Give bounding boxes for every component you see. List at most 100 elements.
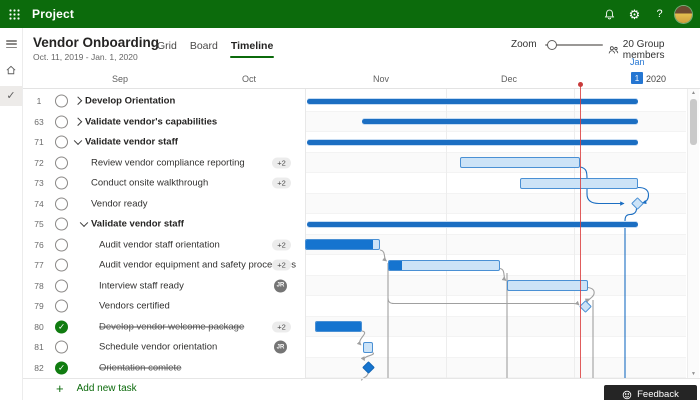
user-avatar[interactable] (675, 5, 692, 23)
task-row[interactable]: 77 Audit vendor equipment and safety proc… (22, 255, 305, 276)
gantt-task-bar[interactable] (315, 321, 362, 333)
help-icon[interactable]: ? (656, 8, 663, 20)
task-id: 74 (34, 198, 44, 209)
task-row[interactable]: 79 Vendors certified (22, 296, 305, 317)
tab-timeline[interactable]: Timeline (229, 40, 275, 58)
task-row[interactable]: 78 Interview staff ready JR (22, 276, 305, 297)
gantt-task-bar[interactable] (305, 239, 380, 251)
task-id: 72 (34, 157, 44, 168)
chevron-right-icon[interactable] (73, 117, 83, 126)
task-complete-toggle[interactable] (55, 197, 68, 211)
timeline-jan1-day-box: 1 (631, 72, 643, 84)
gantt-task-bar[interactable] (460, 157, 580, 169)
month-gridline (574, 89, 575, 378)
assignee-avatar[interactable]: JR (274, 279, 287, 293)
assignee-count-badge[interactable]: +2 (272, 157, 291, 169)
chevron-down-icon[interactable] (73, 136, 83, 146)
task-complete-toggle[interactable] (55, 238, 68, 252)
task-complete-toggle[interactable] (55, 115, 68, 129)
chevron-down-icon[interactable] (79, 218, 89, 228)
zoom-slider[interactable] (544, 39, 603, 50)
gantt-bar-progress (389, 260, 403, 270)
scroll-up-icon[interactable]: ▲ (691, 90, 696, 96)
task-row[interactable]: 75 Validate vendor staff (22, 214, 305, 235)
task-row[interactable]: 1 Develop Orientation (22, 91, 305, 112)
gantt-summary-bar[interactable] (362, 119, 638, 125)
settings-icon[interactable]: ⚙ (628, 6, 641, 22)
task-complete-toggle[interactable] (55, 156, 68, 170)
task-complete-icon[interactable]: ✓ (55, 320, 68, 334)
task-complete-toggle[interactable] (55, 94, 68, 108)
chart-row-stripe (306, 132, 686, 153)
group-members-button[interactable]: 20 Group members (608, 39, 700, 61)
zoom-slider-track (544, 44, 603, 46)
gantt-bar-progress (316, 322, 361, 332)
nav-tasks-icon[interactable]: ✓ (0, 86, 22, 106)
task-row[interactable]: 82 ✓ Orientation comlete (22, 358, 305, 379)
task-row[interactable]: 63 Validate vendor's capabilities (22, 112, 305, 133)
notifications-icon[interactable] (597, 0, 622, 28)
assignee-avatar[interactable]: JR (274, 340, 287, 354)
task-row[interactable]: 71 Validate vendor staff (22, 132, 305, 153)
assignee-count-badge[interactable]: +2 (272, 321, 291, 333)
nav-home-icon[interactable] (0, 60, 22, 80)
task-complete-toggle[interactable] (55, 217, 68, 231)
chart-row-stripe (306, 193, 686, 214)
chevron-right-icon[interactable] (73, 96, 83, 106)
zoom-slider-thumb[interactable] (546, 39, 557, 50)
task-complete-toggle[interactable] (55, 340, 68, 354)
task-row[interactable]: 72 Review vendor compliance reporting +2 (22, 153, 305, 174)
task-row[interactable]: 81 Schedule vendor orientation JR (22, 337, 305, 358)
scrollbar-thumb[interactable] (690, 99, 697, 145)
group-members-label: 20 Group members (622, 39, 665, 61)
add-new-task-label: Add new task (76, 383, 137, 394)
task-row[interactable]: 76 Audit vendor staff orientation +2 (22, 235, 305, 256)
app-title: Project (32, 7, 75, 21)
gantt-task-bar[interactable] (520, 177, 638, 189)
zoom-label: Zoom (511, 39, 537, 50)
task-id: 75 (34, 219, 44, 230)
add-new-task-button[interactable]: + Add new task (56, 382, 137, 395)
task-complete-toggle[interactable] (55, 135, 68, 149)
task-complete-toggle[interactable] (55, 299, 68, 313)
gantt-summary-bar[interactable] (307, 221, 638, 227)
gantt-task-bar[interactable] (363, 341, 373, 353)
assignee-count-badge[interactable]: +2 (272, 239, 291, 251)
app-bar-actions: ⚙ ? (597, 0, 700, 28)
chart-row-stripe (306, 316, 686, 337)
task-name: Schedule vendor orientation (99, 341, 218, 353)
left-rail: ✓ (0, 28, 23, 400)
task-id: 78 (34, 280, 44, 291)
task-id: 71 (34, 137, 44, 148)
task-name: Develop Orientation (85, 95, 176, 107)
gantt-task-bar[interactable] (388, 259, 500, 271)
tab-grid[interactable]: Grid (157, 40, 177, 52)
task-name: Audit vendor staff orientation (99, 239, 220, 251)
task-name: Review vendor compliance reporting (91, 157, 245, 169)
task-complete-toggle[interactable] (55, 279, 68, 293)
month-label: Nov (372, 74, 390, 84)
task-complete-toggle[interactable] (55, 176, 68, 190)
gantt-summary-bar[interactable] (307, 98, 638, 104)
nav-menu-icon[interactable] (0, 34, 22, 54)
timeline-header-divider (22, 88, 700, 89)
task-row[interactable]: 80 ✓ Develop vendor welcome package +2 (22, 317, 305, 338)
task-row[interactable]: 74 Vendor ready (22, 194, 305, 215)
assignee-count-badge[interactable]: +2 (272, 177, 291, 189)
chart-row-stripe (306, 275, 686, 296)
task-complete-toggle[interactable] (55, 258, 68, 272)
project-date-range: Oct. 11, 2019 - Jan. 1, 2020 (33, 52, 138, 62)
app-launcher-icon[interactable] (0, 0, 28, 28)
chart-row-stripe (306, 173, 686, 194)
tab-board[interactable]: Board (189, 40, 218, 52)
assignee-count-badge[interactable]: +2 (272, 259, 291, 271)
gantt-summary-bar[interactable] (307, 139, 638, 145)
gantt-task-bar[interactable] (507, 280, 588, 292)
task-complete-icon[interactable]: ✓ (55, 361, 68, 375)
timeline-year-label: 2020 (646, 74, 667, 84)
scroll-down-icon[interactable]: ▼ (691, 371, 696, 377)
feedback-label: Feedback (637, 389, 679, 400)
task-row[interactable]: 73 Conduct onsite walkthrough +2 (22, 173, 305, 194)
chart-vertical-scrollbar[interactable]: ▲ ▼ (687, 89, 699, 378)
feedback-button[interactable]: Feedback (604, 385, 697, 400)
